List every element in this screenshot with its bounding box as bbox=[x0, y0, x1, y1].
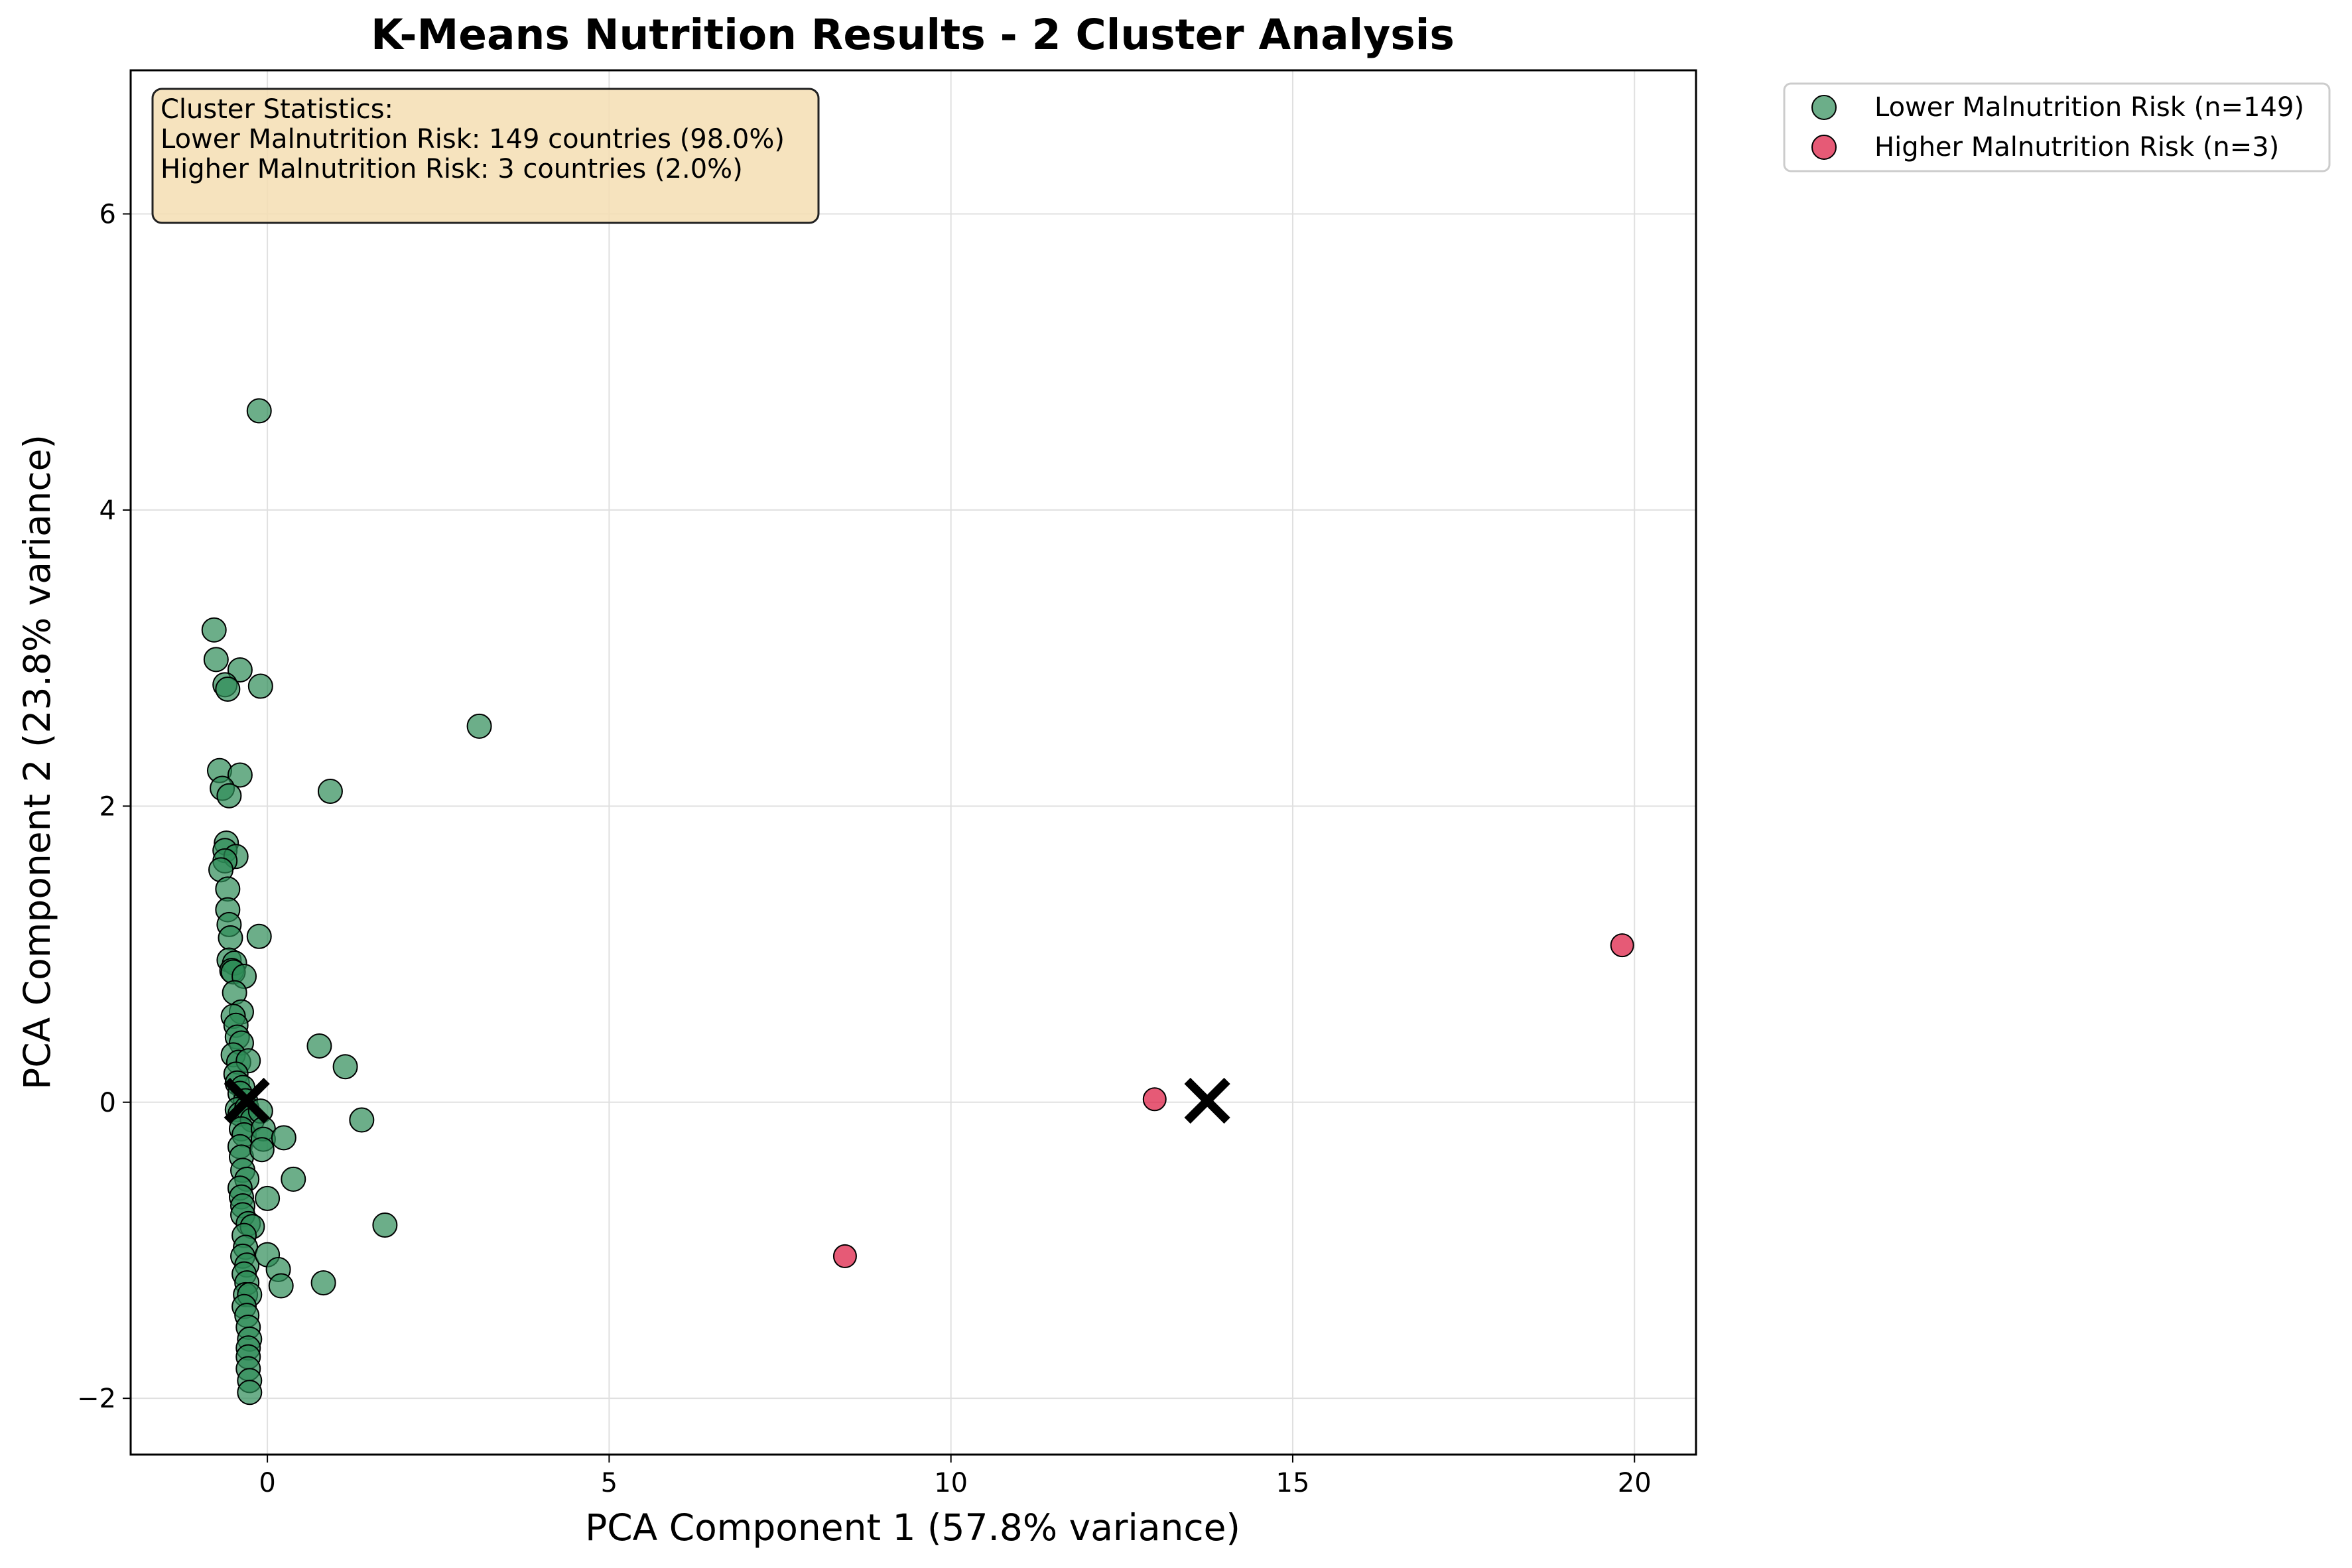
stats-box bbox=[151, 88, 820, 224]
data-point-lower-risk bbox=[218, 925, 243, 951]
centroid-marker bbox=[1184, 1077, 1230, 1124]
data-point-lower-risk bbox=[281, 1166, 306, 1192]
data-point-lower-risk bbox=[271, 1125, 296, 1151]
grid bbox=[131, 70, 1696, 1455]
x-axis-label: PCA Component 1 (57.8% variance) bbox=[585, 1506, 1240, 1549]
y-tick-label: 6 bbox=[99, 200, 116, 230]
legend-marker-higher bbox=[1811, 135, 1837, 160]
data-point-higher-risk bbox=[1142, 1087, 1167, 1112]
centroid-marker bbox=[224, 1077, 270, 1124]
x-tick-label: 0 bbox=[259, 1468, 275, 1498]
legend-label-lower: Lower Malnutrition Risk (n=149) bbox=[1874, 92, 2304, 123]
x-tick-label: 20 bbox=[1618, 1468, 1652, 1498]
centroids bbox=[224, 1077, 1230, 1124]
stats-line-higher: Higher Malnutrition Risk: 3 countries (2… bbox=[161, 154, 743, 184]
data-point-higher-risk bbox=[832, 1244, 857, 1268]
data-points bbox=[201, 398, 1634, 1405]
x-tick-label: 10 bbox=[934, 1468, 968, 1498]
stats-annotation: Cluster Statistics: Lower Malnutrition R… bbox=[151, 88, 820, 224]
data-point-lower-risk bbox=[203, 647, 229, 673]
data-point-lower-risk bbox=[237, 1380, 263, 1405]
data-point-lower-risk bbox=[310, 1270, 336, 1296]
stats-line-header: Cluster Statistics: bbox=[161, 94, 393, 125]
chart-title: K-Means Nutrition Results - 2 Cluster An… bbox=[371, 11, 1455, 59]
data-point-lower-risk bbox=[215, 677, 241, 702]
data-point-lower-risk bbox=[216, 783, 242, 809]
data-point-lower-risk bbox=[306, 1033, 332, 1059]
data-point-lower-risk bbox=[332, 1054, 358, 1080]
data-point-higher-risk bbox=[1610, 933, 1634, 958]
y-tick-label: 0 bbox=[99, 1088, 116, 1118]
data-point-lower-risk bbox=[372, 1212, 398, 1238]
y-tick-label: −2 bbox=[77, 1384, 116, 1414]
y-axis-label: PCA Component 2 (23.8% variance) bbox=[16, 434, 58, 1090]
data-point-lower-risk bbox=[255, 1185, 281, 1211]
data-point-lower-risk bbox=[466, 713, 492, 739]
legend: Lower Malnutrition Risk (n=149) Higher M… bbox=[1783, 82, 2331, 172]
data-point-lower-risk bbox=[227, 657, 253, 683]
x-tick-label: 5 bbox=[601, 1468, 618, 1498]
legend-marker-lower bbox=[1811, 95, 1837, 120]
data-point-lower-risk bbox=[349, 1107, 375, 1133]
data-point-lower-risk bbox=[249, 1137, 275, 1163]
x-tick-label: 15 bbox=[1276, 1468, 1310, 1498]
data-point-lower-risk bbox=[246, 923, 272, 949]
legend-frame bbox=[1783, 82, 2331, 172]
data-point-lower-risk bbox=[201, 617, 227, 643]
data-point-lower-risk bbox=[247, 673, 273, 699]
data-point-lower-risk bbox=[227, 762, 253, 788]
stats-line-lower: Lower Malnutrition Risk: 149 countries (… bbox=[161, 124, 785, 155]
legend-label-higher: Higher Malnutrition Risk (n=3) bbox=[1874, 132, 2279, 163]
data-point-lower-risk bbox=[246, 398, 272, 424]
data-point-lower-risk bbox=[268, 1273, 294, 1299]
plot-frame bbox=[129, 69, 1697, 1456]
data-point-lower-risk bbox=[317, 779, 343, 805]
y-tick-label: 4 bbox=[99, 495, 116, 526]
axis-ticks: 0 5 10 15 20 −2 0 2 4 6 bbox=[77, 200, 1652, 1498]
y-tick-label: 2 bbox=[99, 791, 116, 822]
